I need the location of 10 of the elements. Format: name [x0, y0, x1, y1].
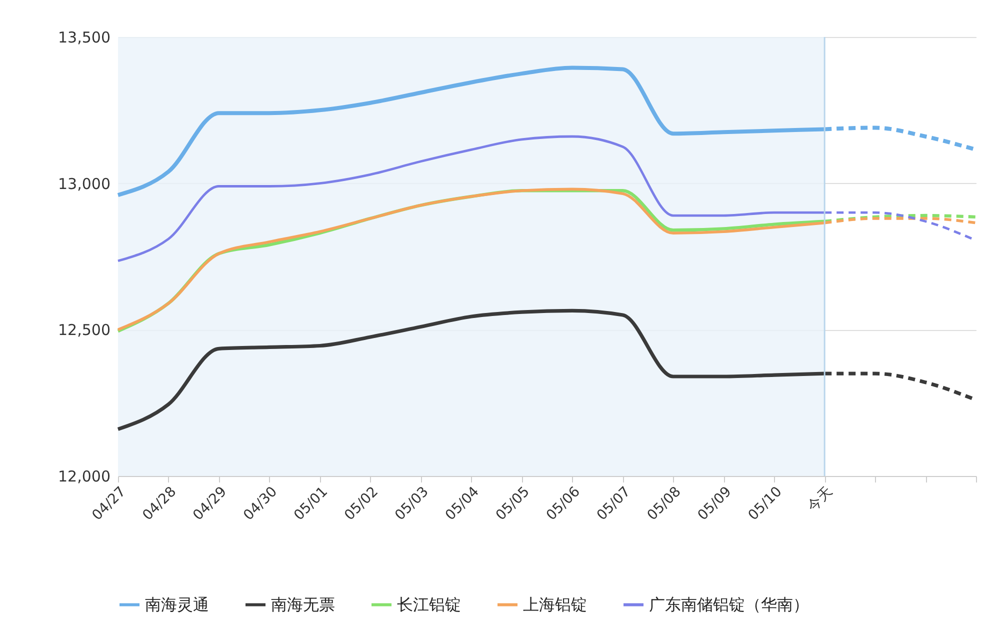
x-tick-label: 今天	[804, 484, 836, 515]
legend-label: 广东南储铝锭（华南）	[649, 594, 809, 614]
legend-label: 上海铝锭	[523, 594, 587, 614]
y-tick-label: 12,000	[58, 468, 110, 486]
y-tick-label: 13,500	[58, 28, 110, 46]
y-tick-label: 12,500	[58, 321, 110, 340]
legend-label: 南海灵通	[145, 594, 209, 614]
y-tick-label: 13,000	[58, 174, 110, 193]
legend-label: 长江铝锭	[397, 594, 461, 614]
legend-label: 南海无票	[271, 594, 335, 614]
